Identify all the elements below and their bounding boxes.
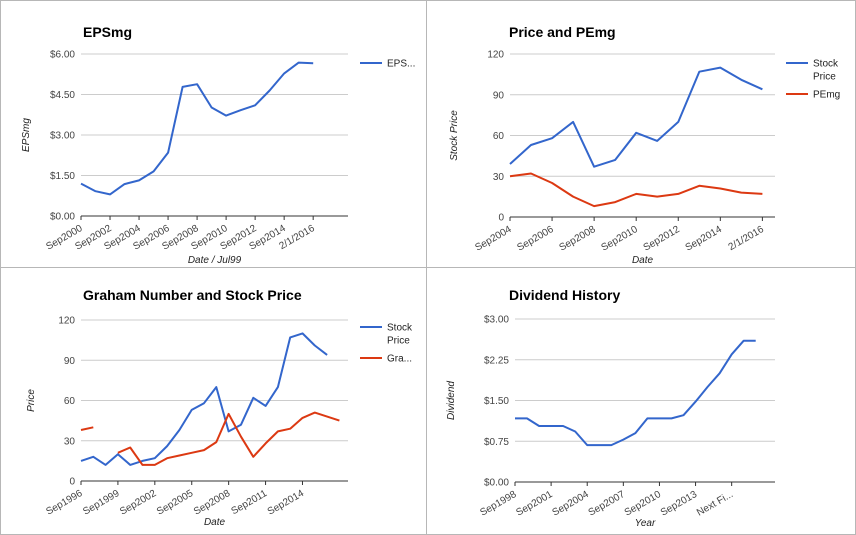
y-axis-label: EPSmg xyxy=(21,118,32,152)
legend-label: PEmg xyxy=(813,90,840,101)
chart-title: Price and PEmg xyxy=(509,24,616,40)
series-line-pemg xyxy=(509,172,763,208)
y-tick-label: $3.00 xyxy=(484,315,509,326)
x-tick-label: Sep2008 xyxy=(557,224,598,254)
y-tick-label: 90 xyxy=(64,356,76,367)
y-tick-label: $3.00 xyxy=(50,131,75,142)
x-tick-label: Sep2011 xyxy=(230,488,270,517)
y-tick-label: 0 xyxy=(69,477,75,488)
series-line-dividend xyxy=(515,339,756,447)
x-tick-label: Sep2012 xyxy=(642,224,683,254)
legend-label: Gra... xyxy=(387,354,412,365)
y-tick-label: 0 xyxy=(498,213,504,224)
price-pe-chart-panel: Price and PEmg 0 30 60 90 120 Sep2004 Sep2006 Se… xyxy=(426,0,856,268)
x-tick-label: Sep2007 xyxy=(587,489,628,519)
x-tick-label: Sep2010 xyxy=(600,224,641,254)
x-tick-label: Sep2008 xyxy=(192,488,233,518)
y-tick-label: $1.50 xyxy=(484,396,509,407)
x-tick-label: Next Fi... xyxy=(695,489,735,519)
x-tick-label: Sep2004 xyxy=(551,489,592,519)
y-tick-label: $1.50 xyxy=(50,171,75,182)
series-line-stock-price xyxy=(80,332,328,466)
x-tick-label: Sep2005 xyxy=(155,488,196,518)
series-line-gra xyxy=(80,411,340,466)
legend-label: Stock Price xyxy=(387,323,413,347)
y-axis-label: Dividend xyxy=(446,381,457,420)
series-line-eps xyxy=(80,61,314,196)
chart-title: Graham Number and Stock Price xyxy=(83,287,302,303)
x-tick-label: Sep1998 xyxy=(478,489,519,519)
x-axis-label: Date xyxy=(632,255,654,266)
x-axis-label: Date / Jul99 xyxy=(188,255,242,266)
dividend-chart-panel: Dividend History $0.00 $0.75 $1.50 $2.25 $3.0… xyxy=(426,267,856,535)
x-tick-label: Sep2014 xyxy=(266,488,307,518)
y-tick-label: $6.00 xyxy=(50,50,75,61)
eps-chart-panel: EPSmg $0.00 $1.50 $3.00 $4.50 $6.00 Sep2000 Sep… xyxy=(0,0,430,268)
x-tick-label: Sep2010 xyxy=(623,489,664,519)
chart-svg: Dividend History $0.00 $0.75 $1.50 $2.25 $3.0… xyxy=(446,287,775,529)
y-tick-label: 120 xyxy=(487,50,504,61)
x-tick-label: Sep1999 xyxy=(81,488,122,518)
chart-svg: Graham Number and Stock Price 0 30 60 90 120 S… xyxy=(26,287,413,528)
x-tick-label: Sep1996 xyxy=(44,488,85,518)
graham-chart-panel: Graham Number and Stock Price 0 30 60 90 120 S… xyxy=(0,267,430,535)
y-tick-label: $0.75 xyxy=(484,437,509,448)
legend-label: EPS... xyxy=(387,59,415,70)
x-axis-label: Year xyxy=(635,518,656,529)
x-axis-label: Date xyxy=(204,517,226,528)
legend-label: Stock Price xyxy=(813,59,839,83)
y-tick-label: $4.50 xyxy=(50,90,75,101)
y-tick-label: $2.25 xyxy=(484,355,509,366)
y-tick-label: 60 xyxy=(493,131,505,142)
y-axis-label: Price xyxy=(26,389,37,412)
series-line-stock-price xyxy=(509,66,763,168)
y-tick-label: $0.00 xyxy=(484,478,509,489)
chart-svg: EPSmg$0.00$1.50$3.00$4.50$6.00Sep2000Sep… xyxy=(21,24,415,266)
x-tick-label: Sep2001 xyxy=(514,489,555,519)
y-tick-label: 30 xyxy=(64,436,76,447)
x-tick-label: Sep2002 xyxy=(118,488,159,518)
x-tick-label: 2/1/2016 xyxy=(727,224,767,253)
y-tick-label: $0.00 xyxy=(50,212,75,223)
y-tick-label: 90 xyxy=(493,90,505,101)
x-tick-label: Sep2006 xyxy=(515,224,556,254)
y-tick-label: 30 xyxy=(493,172,505,183)
y-tick-label: 60 xyxy=(64,396,76,407)
y-axis-label: Stock Price xyxy=(449,110,460,161)
x-tick-label: Sep2014 xyxy=(684,224,725,254)
chart-title: Dividend History xyxy=(509,287,620,303)
x-tick-label: Sep2013 xyxy=(659,489,700,519)
x-tick-label: Sep2004 xyxy=(473,224,514,254)
y-tick-label: 120 xyxy=(58,316,75,327)
chart-title: EPSmg xyxy=(83,24,132,40)
